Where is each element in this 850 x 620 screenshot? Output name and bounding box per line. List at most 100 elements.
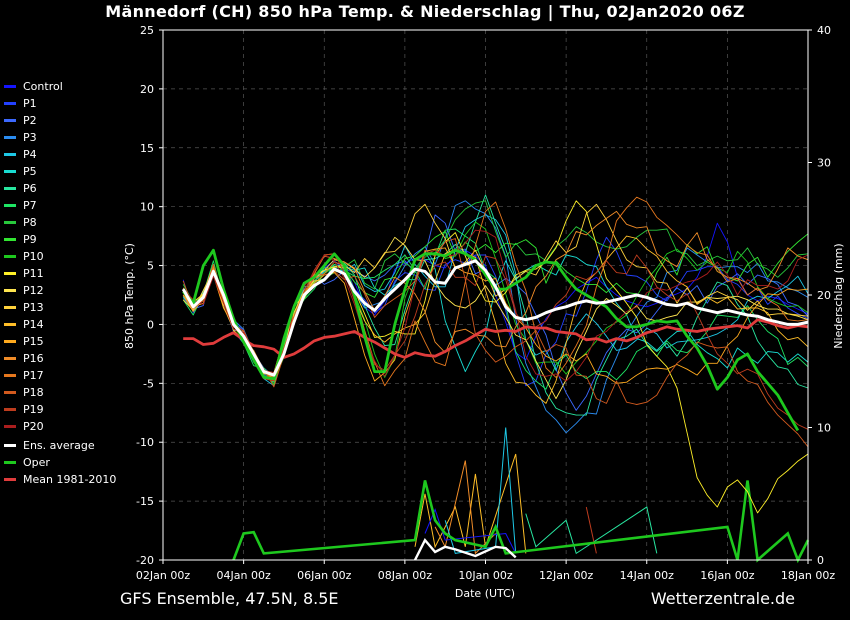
legend-label: Ens. average — [23, 439, 95, 452]
y2-tick-label: 30 — [817, 157, 831, 170]
legend-label: P16 — [23, 352, 44, 365]
chart-title: Männedorf (CH) 850 hPa Temp. & Niedersch… — [105, 2, 745, 21]
y-tick-label: -10 — [136, 436, 154, 449]
legend-swatch — [4, 255, 16, 258]
legend-label: P1 — [23, 97, 37, 110]
legend-swatch — [4, 478, 16, 481]
legend-item-p6: P6 — [4, 180, 116, 197]
precip-member-line — [414, 453, 527, 554]
precip-member-line — [525, 506, 658, 555]
legend-item-p1: P1 — [4, 95, 116, 112]
legend-item-mean-climate: Mean 1981-2010 — [4, 471, 116, 488]
legend-item-p10: P10 — [4, 248, 116, 265]
x-axis-label: Date (UTC) — [455, 587, 515, 600]
legend-swatch — [4, 461, 16, 464]
y2-axis-label: Niederschlag (mm) — [832, 243, 845, 348]
y2-tick-label: 0 — [817, 554, 824, 567]
y2-tick-label: 20 — [817, 289, 831, 302]
legend-item-ens-average: Ens. average — [4, 437, 116, 454]
legend-item-p4: P4 — [4, 146, 116, 163]
legend-item-p2: P2 — [4, 112, 116, 129]
y-tick-label: 25 — [140, 24, 154, 37]
legend-item-p9: P9 — [4, 231, 116, 248]
y-tick-label: 5 — [147, 260, 154, 273]
legend-label: P6 — [23, 182, 37, 195]
legend-swatch — [4, 374, 16, 377]
legend-item-p11: P11 — [4, 265, 116, 282]
legend-swatch — [4, 170, 16, 173]
legend-item-p5: P5 — [4, 163, 116, 180]
mean-climate-line — [183, 318, 809, 359]
legend-label: P7 — [23, 199, 37, 212]
legend-label: P4 — [23, 148, 37, 161]
legend-item-p12: P12 — [4, 282, 116, 299]
legend: Control P1 P2 P3 P4 P5 P6 P7 P8 P9 P10 P11 P12 P13 P14… — [4, 78, 116, 488]
x-tick-label: 06Jan 00z — [297, 569, 351, 582]
legend-swatch — [4, 391, 16, 394]
legend-item-p3: P3 — [4, 129, 116, 146]
x-tick-label: 16Jan 00z — [700, 569, 754, 582]
oper-line — [182, 248, 800, 432]
legend-label: P17 — [23, 369, 44, 382]
legend-item-p13: P13 — [4, 299, 116, 316]
legend-item-p17: P17 — [4, 367, 116, 384]
legend-swatch — [4, 323, 16, 326]
member-line-p9 — [182, 230, 809, 385]
y-tick-label: -15 — [136, 495, 154, 508]
legend-label: P15 — [23, 335, 44, 348]
legend-swatch — [4, 408, 16, 411]
legend-label: Mean 1981-2010 — [23, 473, 117, 486]
legend-swatch — [4, 272, 16, 275]
legend-item-p19: P19 — [4, 401, 116, 418]
legend-label: P19 — [23, 403, 44, 416]
legend-item-p8: P8 — [4, 214, 116, 231]
legend-swatch — [4, 85, 16, 88]
x-tick-label: 12Jan 00z — [539, 569, 593, 582]
model-info: GFS Ensemble, 47.5N, 8.5E — [120, 589, 339, 608]
ens-average-line — [181, 259, 809, 377]
legend-label: P5 — [23, 165, 37, 178]
precip-member-line — [585, 506, 597, 554]
y2-tick-label: 10 — [817, 422, 831, 435]
legend-swatch — [4, 340, 16, 343]
special-lines — [181, 248, 809, 432]
legend-swatch — [4, 119, 16, 122]
legend-label: P8 — [23, 216, 37, 229]
legend-swatch — [4, 238, 16, 241]
axes: 25 20 15 10 5 0 -5 -10 -15 -20 40 30 20 10 0 02Jan 00z 0… — [136, 24, 835, 582]
legend-item-p20: P20 — [4, 418, 116, 435]
legend-swatch — [4, 102, 16, 105]
x-tick-label: 18Jan 00z — [781, 569, 835, 582]
x-tick-label: 14Jan 00z — [620, 569, 674, 582]
legend-swatch — [4, 204, 16, 207]
y2-tick-label: 40 — [817, 24, 831, 37]
precip-member-line — [424, 508, 517, 554]
legend-item-p15: P15 — [4, 333, 116, 350]
x-tick-label: 08Jan 00z — [378, 569, 432, 582]
y-axis-label: 850 hPa Temp. (°C) — [123, 243, 136, 349]
y-tick-label: 10 — [140, 201, 154, 214]
legend-swatch — [4, 306, 16, 309]
x-tick-label: 10Jan 00z — [458, 569, 512, 582]
x-tick-label: 02Jan 00z — [136, 569, 190, 582]
legend-label: P3 — [23, 131, 37, 144]
y-tick-label: -20 — [136, 554, 154, 567]
legend-item-oper: Oper — [4, 454, 116, 471]
legend-label: P10 — [23, 250, 44, 263]
legend-item-p14: P14 — [4, 316, 116, 333]
legend-label: P11 — [23, 267, 44, 280]
legend-label: P12 — [23, 284, 44, 297]
legend-swatch — [4, 444, 16, 447]
legend-label: Control — [23, 80, 63, 93]
y-tick-label: 15 — [140, 142, 154, 155]
precip-average-line — [413, 537, 517, 561]
legend-label: Oper — [23, 456, 50, 469]
legend-item-p7: P7 — [4, 197, 116, 214]
legend-item-p16: P16 — [4, 350, 116, 367]
y-tick-label: 0 — [147, 318, 154, 331]
legend-item-control: Control — [4, 78, 116, 95]
grid — [163, 30, 808, 560]
site-name: Wetterzentrale.de — [650, 589, 795, 608]
legend-item-p18: P18 — [4, 384, 116, 401]
